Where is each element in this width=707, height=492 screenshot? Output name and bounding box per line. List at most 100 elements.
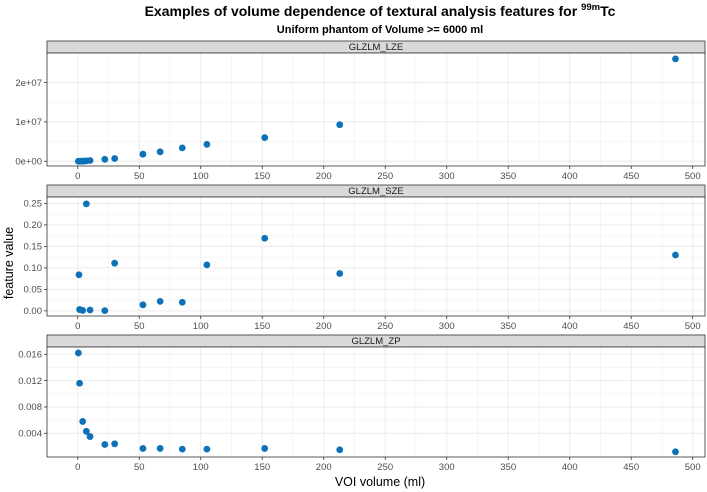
data-point xyxy=(261,134,269,142)
data-point xyxy=(101,155,109,163)
data-point xyxy=(672,55,679,63)
data-point xyxy=(336,270,344,277)
y-axis-title: feature value xyxy=(2,227,16,299)
panel-background xyxy=(47,53,705,166)
data-point xyxy=(178,445,186,453)
panel-background xyxy=(47,197,705,316)
data-point xyxy=(156,445,164,452)
y-tick-label: 0.00 xyxy=(24,306,43,317)
data-point xyxy=(178,144,186,152)
data-point xyxy=(203,445,211,453)
panel-border xyxy=(46,52,706,167)
data-point xyxy=(86,433,94,440)
data-point xyxy=(261,445,269,452)
panel-border xyxy=(46,196,706,317)
data-point xyxy=(139,150,147,158)
y-tick-label: 0.20 xyxy=(24,220,43,231)
x-tick-label: 350 xyxy=(500,171,516,182)
data-point xyxy=(79,418,87,425)
data-point xyxy=(111,440,119,448)
x-tick-label: 250 xyxy=(377,171,393,182)
x-tick-label: 200 xyxy=(316,462,332,473)
x-tick-label: 150 xyxy=(254,171,270,182)
x-tick-label: 150 xyxy=(254,462,270,473)
data-point xyxy=(75,271,83,279)
x-tick-label: 150 xyxy=(254,321,270,332)
facet-strip-label: GLZLM_SZE xyxy=(348,186,403,197)
y-tick-label: 0.008 xyxy=(18,402,42,413)
x-tick-label: 250 xyxy=(377,462,393,473)
chart-title-superscript: 99m xyxy=(581,2,600,13)
x-axis-title: VOI volume (ml) xyxy=(335,475,425,489)
x-tick-label: 300 xyxy=(439,462,455,473)
data-point xyxy=(101,441,109,448)
y-tick-label: 1e+07 xyxy=(15,117,42,128)
panel-glzlm-lze: GLZLM_LZE 0e+00 1e+07 2e+07 0 50 100 150 200 250 3… xyxy=(15,40,706,182)
x-tick-label: 450 xyxy=(623,171,639,182)
y-tick-label: 0.25 xyxy=(24,199,43,210)
data-point xyxy=(336,121,344,129)
data-point xyxy=(672,448,679,456)
x-tick-label: 400 xyxy=(562,321,578,332)
data-point xyxy=(203,140,211,148)
panel-glzlm-sze: GLZLM_SZE 0.00 0.05 0.10 0.15 0.20 0.25 0 50 100 1… xyxy=(24,184,706,332)
x-tick-label: 100 xyxy=(193,171,209,182)
y-tick-label: 0.012 xyxy=(18,376,42,387)
x-tick-label: 200 xyxy=(316,321,332,332)
x-tick-label: 500 xyxy=(685,462,701,473)
x-tick-label: 0 xyxy=(75,171,80,182)
y-tick-label: 0.05 xyxy=(24,285,43,296)
y-tick-label: 0.004 xyxy=(18,429,42,440)
data-point xyxy=(79,307,87,314)
y-tick-label: 0.016 xyxy=(18,350,42,361)
x-tick-label: 500 xyxy=(685,321,701,332)
data-point xyxy=(76,379,83,387)
x-tick-label: 300 xyxy=(439,321,455,332)
data-point xyxy=(336,446,344,454)
data-point xyxy=(203,261,211,269)
x-tick-label: 50 xyxy=(134,462,145,473)
x-tick-label: 0 xyxy=(75,321,80,332)
chart-subtitle: Uniform phantom of Volume >= 6000 ml xyxy=(277,24,483,36)
data-point xyxy=(74,349,82,357)
data-point xyxy=(111,259,119,267)
x-tick-label: 500 xyxy=(685,171,701,182)
x-tick-label: 350 xyxy=(500,462,516,473)
x-tick-label: 0 xyxy=(75,462,80,473)
x-tick-label: 350 xyxy=(500,321,516,332)
data-point xyxy=(82,200,90,208)
x-tick-label: 50 xyxy=(134,171,145,182)
x-tick-label: 450 xyxy=(623,462,639,473)
facet-strip-label: GLZLM_LZE xyxy=(349,42,403,53)
data-point xyxy=(156,297,164,305)
x-tick-label: 250 xyxy=(377,321,393,332)
panel-background xyxy=(47,347,705,457)
data-point xyxy=(156,148,164,156)
chart-title-end: Tc xyxy=(600,3,616,19)
x-tick-label: 100 xyxy=(193,462,209,473)
y-tick-label: 2e+07 xyxy=(15,78,42,89)
x-tick-label: 200 xyxy=(316,171,332,182)
y-tick-label: 0e+00 xyxy=(15,157,42,168)
facet-strip-label: GLZLM_ZP xyxy=(351,336,400,347)
x-tick-label: 300 xyxy=(439,171,455,182)
x-tick-label: 100 xyxy=(193,321,209,332)
data-point xyxy=(178,298,186,306)
data-point xyxy=(111,155,119,162)
panel-border xyxy=(46,346,706,458)
x-tick-label: 450 xyxy=(623,321,639,332)
data-point xyxy=(261,234,269,242)
data-point xyxy=(86,306,94,314)
panel-glzlm-zp: GLZLM_ZP 0.004 0.008 0.012 0.016 0 50 100 150 200… xyxy=(18,334,706,473)
data-point xyxy=(86,157,94,164)
chart-title: Examples of volume dependence of textura… xyxy=(145,2,616,19)
y-tick-label: 0.10 xyxy=(24,263,43,274)
data-point xyxy=(101,307,109,315)
data-point xyxy=(139,301,147,309)
data-point xyxy=(672,251,679,259)
x-tick-label: 50 xyxy=(134,321,145,332)
x-tick-label: 400 xyxy=(562,462,578,473)
data-point xyxy=(139,445,147,452)
x-tick-label: 400 xyxy=(562,171,578,182)
